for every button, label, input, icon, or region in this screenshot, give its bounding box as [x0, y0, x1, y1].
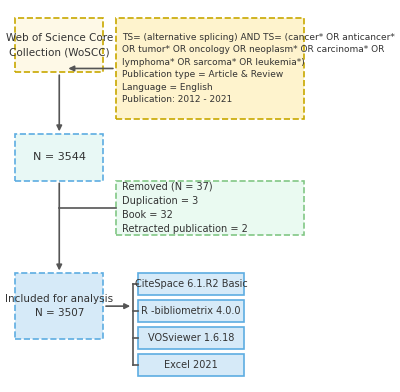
Text: Excel 2021: Excel 2021 — [164, 360, 218, 370]
FancyBboxPatch shape — [15, 18, 103, 73]
Text: VOSviewer 1.6.18: VOSviewer 1.6.18 — [148, 333, 234, 343]
FancyBboxPatch shape — [15, 134, 103, 181]
FancyBboxPatch shape — [116, 181, 304, 235]
FancyBboxPatch shape — [138, 354, 244, 376]
FancyBboxPatch shape — [116, 18, 304, 119]
FancyBboxPatch shape — [138, 327, 244, 348]
Text: N = 3544: N = 3544 — [33, 152, 86, 162]
FancyBboxPatch shape — [15, 273, 103, 339]
Text: Included for analysis
N = 3507: Included for analysis N = 3507 — [5, 294, 113, 318]
FancyBboxPatch shape — [138, 300, 244, 321]
Text: CiteSpace 6.1.R2 Basic: CiteSpace 6.1.R2 Basic — [135, 279, 248, 289]
Text: R -bibliometrix 4.0.0: R -bibliometrix 4.0.0 — [141, 306, 241, 316]
Text: Removed (N = 37)
Duplication = 3
Book = 32
Retracted publication = 2: Removed (N = 37) Duplication = 3 Book = … — [122, 181, 248, 234]
Text: TS= (alternative splicing) AND TS= (cancer* OR anticancer*
OR tumor* OR oncology: TS= (alternative splicing) AND TS= (canc… — [122, 33, 395, 104]
Text: Web of Science Core
Collection (WoSCC): Web of Science Core Collection (WoSCC) — [6, 33, 113, 57]
FancyBboxPatch shape — [138, 273, 244, 294]
